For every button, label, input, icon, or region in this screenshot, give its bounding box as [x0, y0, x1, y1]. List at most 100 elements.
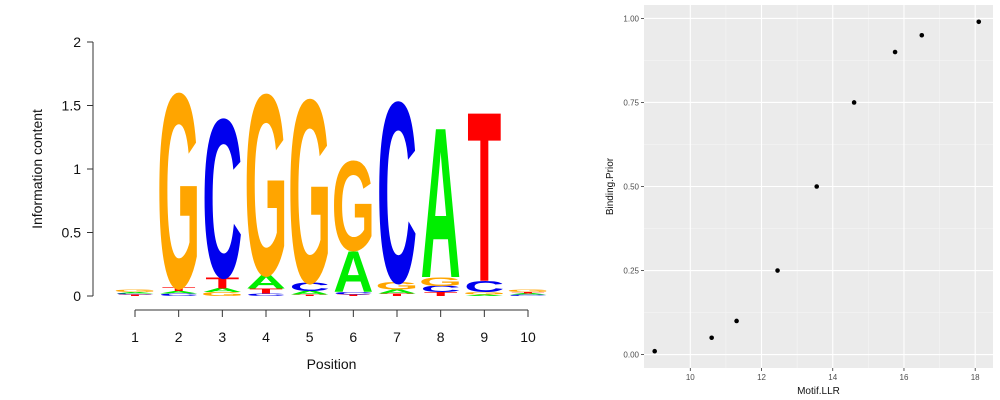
logo-letter-glyph: A — [115, 292, 155, 294]
logo-letter-glyph: G — [506, 289, 549, 293]
logo-letter-glyph: G — [288, 45, 331, 338]
logo-x-tick-label: 8 — [437, 329, 445, 345]
logo-letter-glyph: T — [380, 293, 414, 297]
scatter-plot-panel: 10 12 14 16 18 0.00 0.25 0.50 0.75 1.00 Motif.LLR… — [605, 5, 993, 397]
logo-letter-glyph: G — [375, 280, 418, 292]
scatter-y-axis-title: Binding.Prior — [605, 157, 616, 215]
logo-letter-glyph: T — [336, 294, 370, 296]
logo-letter-glyph: T — [205, 274, 239, 292]
logo-letter-T-pos-6: T — [336, 294, 370, 296]
logo-letter-glyph: A — [159, 290, 199, 294]
logo-letter-C-pos-1: C — [115, 293, 155, 295]
logo-letter-A-pos-5: A — [290, 290, 330, 296]
logo-letter-G-pos-1: G — [113, 289, 156, 293]
logo-y-tick-label: 0 — [73, 288, 81, 304]
logo-letter-glyph: T — [424, 291, 458, 297]
scatter-y-tick-label: 0.00 — [623, 351, 639, 360]
logo-letter-T-pos-3: T — [205, 274, 239, 292]
logo-letter-G-pos-9: G — [463, 292, 506, 296]
logo-letter-G-pos-6: G — [332, 135, 375, 278]
logo-letter-G-pos-5: G — [288, 45, 331, 338]
scatter-y-tick-label: 0.25 — [623, 267, 639, 276]
logo-letter-T-pos-2: T — [162, 286, 196, 292]
scatter-gridlines — [644, 5, 993, 368]
logo-letter-glyph: C — [246, 293, 286, 297]
logo-letter-glyph: A — [290, 290, 330, 296]
scatter-point — [851, 100, 857, 105]
logo-letter-glyph: G — [244, 39, 287, 329]
logo-letter-glyph: G — [419, 275, 462, 289]
logo-letter-A-pos-10: A — [508, 293, 548, 295]
logo-letter-A-pos-2: A — [159, 290, 199, 294]
logo-letter-glyph: A — [377, 289, 417, 295]
logo-letter-glyph: C — [464, 278, 504, 296]
scatter-y-tick-label: 0.50 — [623, 183, 639, 192]
scatter-point — [775, 268, 780, 273]
logo-letter-C-pos-4: C — [246, 293, 286, 297]
logo-letter-C-pos-9: C — [464, 278, 504, 296]
scatter-x-tick-label: 16 — [900, 373, 909, 382]
logo-y-axis-title: Information content — [29, 109, 45, 229]
logo-letter-glyph: G — [113, 289, 156, 293]
scatter-point — [892, 49, 898, 55]
logo-x-tick-label: 5 — [306, 329, 314, 345]
logo-letter-T-pos-8: T — [424, 291, 458, 297]
scatter-y-tick-label: 0.75 — [623, 98, 639, 107]
logo-letter-A-pos-8: A — [421, 84, 461, 324]
logo-letter-A-pos-6: A — [333, 240, 373, 306]
logo-letter-glyph: T — [511, 292, 545, 294]
logo-x-tick-label: 6 — [349, 329, 357, 345]
scatter-x-tick-label: 14 — [828, 373, 837, 382]
logo-letter-C-pos-7: C — [377, 47, 417, 337]
scatter-point — [919, 32, 925, 38]
logo-letter-C-pos-6: C — [333, 292, 373, 296]
scatter-x-axis-title: Motif.LLR — [797, 386, 840, 397]
scatter-x-tick-label: 12 — [757, 373, 766, 382]
logo-x-tick-label: 1 — [131, 329, 139, 345]
logo-y-tick-label: 1.5 — [62, 98, 82, 114]
logo-letter-glyph: G — [201, 291, 244, 297]
logo-letter-glyph: C — [115, 293, 155, 295]
logo-x-axis-title: Position — [307, 356, 357, 372]
scatter-point — [652, 348, 657, 354]
logo-letter-glyph: T — [162, 286, 196, 292]
scatter-point — [814, 184, 820, 189]
logo-x-tick-label: 9 — [480, 329, 488, 345]
logo-letter-A-pos-7: A — [377, 289, 417, 295]
logo-letter-A-pos-4: A — [246, 271, 286, 293]
logo-letter-T-pos-5: T — [293, 294, 327, 296]
logo-y-tick-label: 2 — [73, 34, 81, 50]
scatter-y-tick-label: 1.00 — [623, 14, 639, 23]
logo-letter-glyph: A — [246, 271, 286, 293]
logo-x-tick-label: 7 — [393, 329, 401, 345]
scatter-point — [976, 19, 982, 25]
logo-letter-glyph: G — [332, 135, 375, 278]
logo-letter-glyph: A — [333, 240, 373, 306]
logo-axes: 0 0.5 1 1.5 2 1 2 3 4 5 6 7 8 9 10 — [62, 34, 536, 345]
logo-letter-G-pos-10: G — [506, 289, 549, 293]
logo-y-tick-label: 0.5 — [62, 225, 82, 241]
logo-letter-A-pos-1: A — [115, 292, 155, 294]
logo-letter-G-pos-3: G — [201, 291, 244, 297]
logo-letter-glyph: C — [159, 293, 199, 297]
logo-letter-T-pos-10: T — [511, 292, 545, 294]
scatter-axes: 10 12 14 16 18 0.00 0.25 0.50 0.75 1.00 — [623, 14, 980, 382]
logo-letter-glyph: G — [463, 292, 506, 296]
logo-x-tick-label: 2 — [175, 329, 183, 345]
logo-letter-G-pos-7: G — [375, 280, 418, 292]
logo-letter-G-pos-8: G — [419, 275, 462, 289]
logo-letter-G-pos-2: G — [157, 35, 200, 347]
logo-letter-C-pos-3: C — [202, 72, 242, 326]
logo-letter-C-pos-5: C — [290, 280, 330, 294]
logo-letter-glyph: T — [293, 294, 327, 296]
scatter-x-tick-label: 10 — [686, 373, 695, 382]
logo-letter-glyph: C — [333, 292, 373, 296]
logo-letter-glyph: T — [249, 287, 283, 295]
logo-letter-T-pos-1: T — [118, 294, 152, 296]
logo-y-tick-label: 1 — [73, 161, 81, 177]
logo-letter-glyph: C — [290, 280, 330, 294]
logo-letter-C-pos-2: C — [159, 293, 199, 297]
